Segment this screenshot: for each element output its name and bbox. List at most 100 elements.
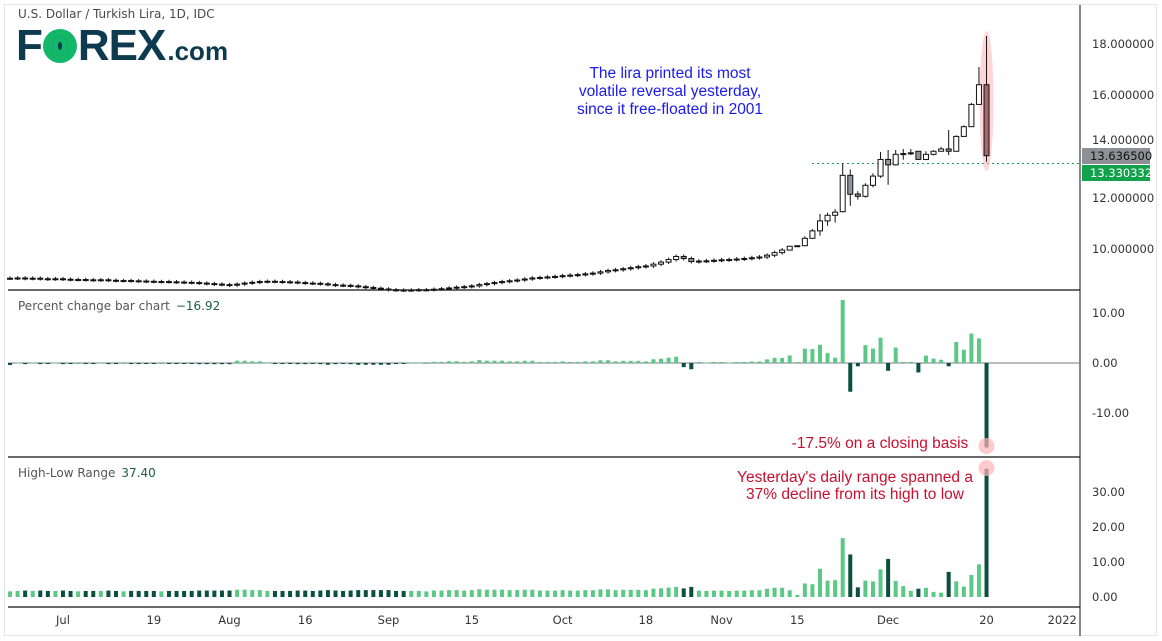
range-bar bbox=[817, 568, 822, 597]
candle bbox=[173, 281, 180, 284]
range-bar bbox=[560, 590, 565, 597]
candle bbox=[582, 273, 589, 276]
percent-change-bar bbox=[30, 362, 35, 364]
candle bbox=[506, 280, 513, 283]
candle bbox=[211, 283, 218, 286]
percent-change-bar bbox=[643, 361, 648, 363]
range-bar bbox=[704, 590, 709, 597]
candle bbox=[794, 245, 801, 248]
range-bar bbox=[401, 590, 406, 597]
percent-change-bar bbox=[257, 361, 262, 363]
percent-change-bar bbox=[151, 363, 156, 364]
percent-change-bar bbox=[76, 363, 81, 364]
candle bbox=[438, 288, 445, 291]
candle bbox=[786, 245, 793, 251]
candle bbox=[203, 282, 210, 285]
range-bar bbox=[976, 564, 981, 597]
range-bar bbox=[507, 590, 512, 597]
percent-change-bar bbox=[908, 361, 913, 363]
range-bar bbox=[530, 589, 535, 597]
candle bbox=[930, 150, 937, 155]
range-bar bbox=[23, 590, 28, 597]
candle bbox=[801, 237, 808, 247]
range-bar bbox=[98, 590, 103, 597]
percent-change-bar bbox=[749, 361, 754, 363]
percent-change-bar bbox=[447, 361, 452, 363]
range-bar bbox=[802, 583, 807, 597]
range-bar bbox=[250, 590, 255, 597]
percent-change-bar bbox=[734, 361, 739, 363]
range-bar bbox=[159, 591, 164, 597]
range-bar bbox=[204, 590, 209, 597]
percent-change-bar bbox=[310, 363, 315, 364]
range-bar bbox=[537, 590, 542, 597]
percent-change-bar bbox=[689, 363, 694, 370]
candle bbox=[824, 214, 831, 222]
range-bar bbox=[969, 574, 974, 597]
candle bbox=[809, 230, 816, 239]
percent-change-bar bbox=[68, 363, 73, 364]
percent-change-bar bbox=[742, 361, 747, 363]
percent-change-bar bbox=[53, 362, 58, 364]
candle bbox=[938, 148, 945, 152]
candle bbox=[362, 286, 369, 289]
range-tick-label: 0.00 bbox=[1092, 590, 1118, 604]
range-bar bbox=[288, 590, 293, 597]
percent-change-bar bbox=[113, 363, 118, 364]
percent-change-bar bbox=[946, 363, 951, 367]
time-tick-label: Sep bbox=[377, 613, 400, 627]
highlight-circle bbox=[978, 460, 995, 476]
candle bbox=[128, 280, 135, 283]
percent-change-bar bbox=[537, 361, 542, 363]
percent-change-bar bbox=[780, 357, 785, 363]
candle bbox=[430, 288, 437, 291]
time-tick-label: Aug bbox=[218, 613, 241, 627]
percent-change-bar bbox=[606, 360, 611, 363]
candle bbox=[241, 282, 248, 285]
percent-change-bar bbox=[401, 363, 406, 364]
candle bbox=[877, 158, 884, 177]
range-bar bbox=[568, 590, 573, 597]
percent-change-bar bbox=[833, 357, 838, 363]
range-bar bbox=[212, 590, 217, 597]
candle bbox=[748, 257, 755, 260]
indicator-value: −16.92 bbox=[175, 299, 221, 313]
percent-change-bar bbox=[848, 363, 853, 392]
percent-change-bar bbox=[303, 363, 308, 365]
time-tick-label: Dec bbox=[876, 613, 900, 627]
candle bbox=[385, 288, 392, 291]
candle bbox=[324, 283, 331, 286]
percent-tick-label: 10.00 bbox=[1092, 306, 1125, 320]
time-tick-label: Jul bbox=[56, 613, 70, 627]
candle bbox=[574, 274, 581, 277]
range-bar bbox=[189, 590, 194, 597]
percent-change-bar bbox=[795, 362, 800, 364]
candle bbox=[377, 287, 384, 290]
range-bar bbox=[8, 591, 12, 597]
range-bar bbox=[961, 586, 966, 597]
range-bar bbox=[893, 580, 898, 597]
candle bbox=[446, 287, 453, 290]
range-bar bbox=[477, 589, 482, 597]
percent-change-bar bbox=[712, 361, 717, 363]
time-tick-label: Nov bbox=[710, 613, 733, 627]
range-bar bbox=[734, 590, 739, 597]
candle bbox=[44, 278, 51, 281]
candle bbox=[165, 281, 172, 284]
candle bbox=[764, 254, 770, 258]
range-bar bbox=[825, 580, 830, 597]
chart-frame bbox=[4, 4, 1157, 636]
range-bar bbox=[235, 589, 240, 597]
range-bar bbox=[386, 590, 391, 597]
candle bbox=[158, 281, 165, 284]
candle bbox=[756, 256, 763, 259]
candle bbox=[642, 265, 649, 268]
percent-change-bar bbox=[8, 363, 12, 365]
candle bbox=[120, 280, 127, 283]
highlight-circle bbox=[978, 438, 995, 454]
percent-change-bar bbox=[840, 300, 845, 363]
range-bar bbox=[946, 571, 951, 597]
range-bar bbox=[719, 590, 724, 597]
percent-change-bar bbox=[23, 363, 28, 365]
